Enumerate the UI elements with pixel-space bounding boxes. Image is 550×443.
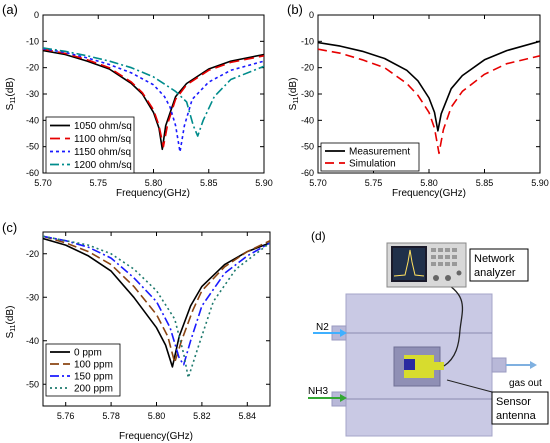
series-line-2: [43, 47, 264, 153]
panel-a-label: (a): [2, 2, 18, 17]
nh3-arrow: [308, 394, 347, 402]
gas-out-arrow: [506, 361, 537, 369]
x-tick-label: 5.80: [148, 411, 166, 421]
svg-text:S11(dB): S11(dB): [5, 78, 17, 111]
panel-c-xlabel: Frequency(GHz): [119, 431, 193, 442]
panel-b-label: (b): [287, 2, 303, 17]
panel-a-plot: [43, 47, 264, 153]
y-tick-label: -50: [301, 142, 314, 152]
panel-a-legend: 1050 ohm/sq 1100 ohm/sq 1150 ohm/sq 1200 oh…: [45, 116, 135, 174]
series-line-0: [43, 237, 270, 368]
legend-entry: 150 ppm: [74, 372, 113, 383]
x-tick-label: 5.90: [531, 178, 549, 188]
svg-text:Sensor: Sensor: [496, 396, 531, 408]
x-tick-label: 5.84: [239, 411, 257, 421]
series-line-3: [43, 235, 270, 379]
svg-text:S11(dB): S11(dB): [5, 306, 17, 339]
legend-entry: 1100 ohm/sq: [74, 134, 131, 145]
x-tick-label: 5.85: [200, 178, 218, 188]
x-tick-label: 5.70: [34, 178, 52, 188]
y-tick-label: -30: [26, 292, 39, 302]
legend-entry: 100 ppm: [74, 360, 113, 371]
series-line-1: [318, 48, 540, 155]
legend-box: [320, 142, 420, 172]
legend-entry: Measurement: [349, 147, 410, 158]
svg-text:analyzer: analyzer: [474, 267, 516, 279]
series-line-0: [318, 40, 540, 132]
y-tick-label: -30: [26, 89, 39, 99]
n2-label: N2: [316, 322, 329, 333]
panel-a-ylabel: S11(dB): [5, 78, 17, 111]
panel-a: (a) 5.70 5.75 5.80 5.85 5.90 0 -10 -20 -30 -40 -50…: [2, 2, 273, 199]
panel-b-axes: 5.70 5.75 5.80 5.85 5.90 0 -10 -20 -30 -40 -50 -60: [301, 10, 549, 188]
outlet-port: [491, 357, 507, 373]
legend-entry: 1150 ohm/sq: [74, 147, 131, 158]
series-line-1: [43, 48, 264, 148]
y-tick-label: 0: [34, 10, 39, 20]
panel-c-plot: [43, 235, 270, 379]
legend-entry: 0 ppm: [74, 348, 102, 359]
panel-a-xlabel: Frequency(GHz): [116, 188, 190, 199]
panel-b: (b) 5.70 5.75 5.80 5.85 5.90 0 -10 -20 -30 -40 -50…: [287, 2, 549, 199]
gas-out-label: gas out: [509, 378, 542, 389]
panel-d-label: (d): [311, 229, 326, 243]
series-line-3: [43, 47, 264, 137]
sensor-antenna: [393, 346, 444, 387]
legend-entry: 1200 ohm/sq: [74, 160, 132, 171]
x-tick-label: 5.90: [255, 178, 273, 188]
y-tick-label: -20: [26, 249, 39, 259]
y-tick-label: -10: [301, 36, 314, 46]
sensor-pointer: [446, 379, 493, 393]
y-tick-label: -60: [301, 168, 314, 178]
y-tick-label: -20: [301, 63, 314, 73]
network-analyzer-callout: Network analyzer: [469, 248, 529, 282]
series-line-1: [43, 235, 270, 364]
y-tick-label: -40: [26, 336, 39, 346]
y-tick-label: 0: [309, 10, 314, 20]
x-tick-label: 5.75: [365, 178, 383, 188]
svg-text:S11(dB): S11(dB): [288, 78, 300, 111]
network-analyzer-icon: [386, 242, 467, 288]
panel-c-ylabel: S11(dB): [5, 306, 17, 339]
panel-d: (d) N2 NH3 gas out: [308, 229, 549, 437]
y-tick-label: -20: [26, 63, 39, 73]
y-tick-label: -50: [26, 142, 39, 152]
panel-c: (c) 5.76 5.78 5.80 5.82 5.84 -20 -30 -40 -50 S11…: [2, 220, 271, 442]
panel-b-ylabel: S11(dB): [288, 78, 300, 111]
x-tick-label: 5.82: [193, 411, 211, 421]
panel-a-axes: 5.70 5.75 5.80 5.85 5.90 0 -10 -20 -30 -40 -50 -60: [26, 10, 273, 188]
panel-c-axes: 5.76 5.78 5.80 5.82 5.84 -20 -30 -40 -50: [26, 231, 271, 421]
sensor-antenna-callout: Sensor antenna: [491, 391, 549, 425]
nh3-label: NH3: [308, 386, 328, 397]
x-tick-label: 5.70: [309, 178, 327, 188]
legend-entry: Simulation: [349, 159, 396, 170]
panel-b-xlabel: Frequency(GHz): [392, 188, 466, 199]
x-tick-label: 5.80: [145, 178, 163, 188]
svg-text:Network: Network: [474, 253, 515, 265]
panel-b-plot: [318, 40, 540, 155]
y-tick-label: -40: [26, 115, 39, 125]
x-tick-label: 5.78: [102, 411, 120, 421]
x-tick-label: 5.76: [57, 411, 75, 421]
legend-entry: 200 ppm: [74, 384, 113, 395]
y-tick-label: -30: [301, 89, 314, 99]
x-tick-label: 5.85: [476, 178, 494, 188]
x-tick-label: 5.75: [89, 178, 107, 188]
n2-arrow: [313, 329, 347, 337]
legend-entry: 1050 ohm/sq: [74, 121, 132, 132]
y-tick-label: -10: [26, 36, 39, 46]
panel-c-label: (c): [2, 220, 17, 235]
y-tick-label: -50: [26, 379, 39, 389]
x-tick-label: 5.80: [420, 178, 438, 188]
svg-text:antenna: antenna: [496, 410, 537, 422]
y-tick-label: -60: [26, 168, 39, 178]
y-tick-label: -40: [301, 115, 314, 125]
